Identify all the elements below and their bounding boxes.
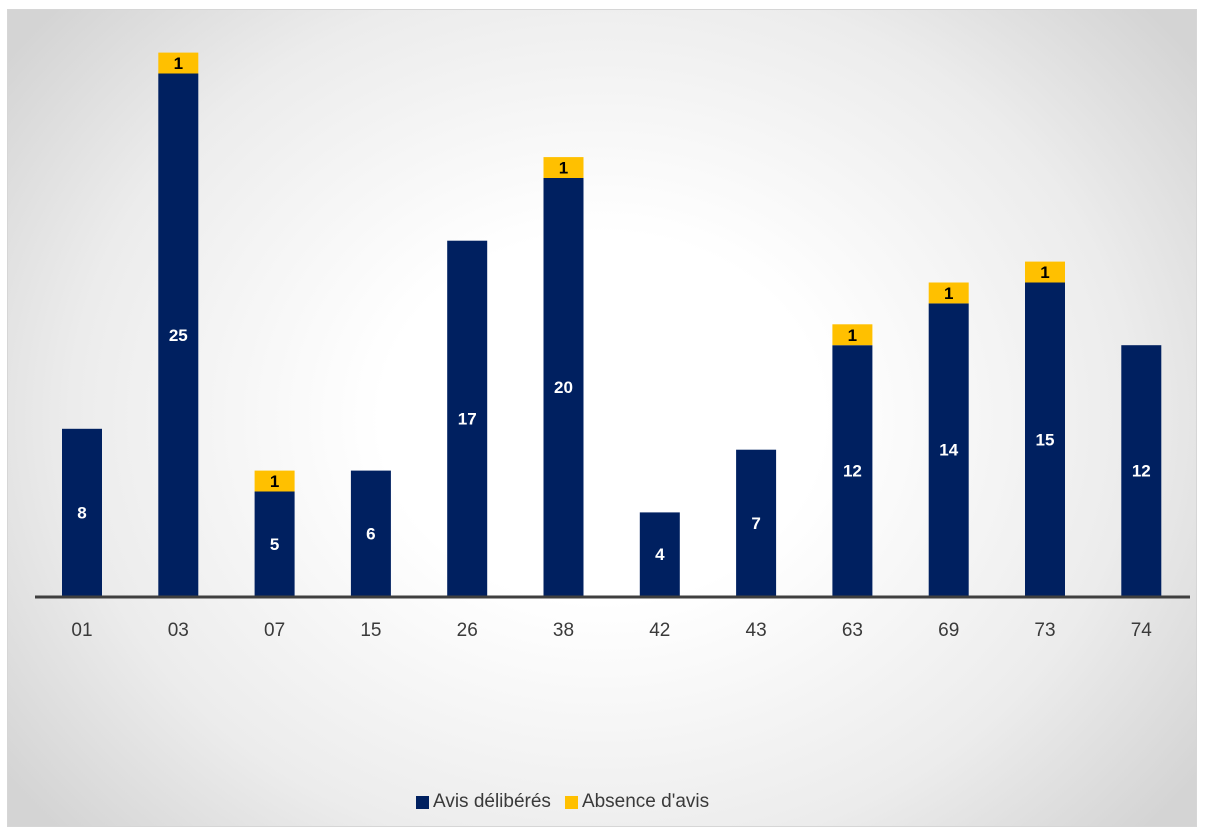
data-label-avis-deliberes-73: 15: [1036, 430, 1055, 449]
data-label-avis-deliberes-42: 4: [655, 545, 665, 564]
bar-absence-avis-69: [928, 282, 969, 304]
data-label-avis-deliberes-01: 8: [77, 503, 86, 522]
bar-avis-deliberes-15: [350, 470, 391, 596]
bar-avis-deliberes-07: [254, 491, 295, 596]
legend-label-absence-avis: Absence d'avis: [581, 791, 710, 812]
x-tick-label-26: 26: [457, 620, 478, 641]
data-label-absence-avis-63: 1: [848, 326, 857, 345]
legend-item-absence-avis: Absence d'avis: [564, 791, 710, 813]
x-tick-label-03: 03: [168, 620, 189, 641]
bar-avis-deliberes-73: [1025, 282, 1065, 596]
bar-avis-deliberes-38: [543, 178, 584, 596]
x-tick-labels: 01 03 07 15 26 38 42 43 63 69 73 74: [71, 620, 1152, 641]
legend-item-avis-deliberes: Avis délibérés: [416, 791, 551, 813]
x-tick-label-43: 43: [746, 620, 767, 641]
bar-avis-deliberes-03: [158, 73, 199, 596]
x-tick-label-42: 42: [649, 620, 670, 641]
x-tick-label-01: 01: [71, 620, 92, 641]
data-label-avis-deliberes-69: 14: [939, 441, 958, 460]
bar-absence-avis-07: [254, 470, 295, 492]
x-tick-label-15: 15: [360, 620, 381, 641]
data-label-absence-avis-38: 1: [559, 159, 568, 178]
data-label-avis-deliberes-07: 5: [270, 535, 279, 554]
chart-area: [7, 9, 1197, 827]
data-label-avis-deliberes-43: 7: [751, 514, 760, 533]
data-label-avis-deliberes-63: 12: [843, 462, 862, 481]
data-label-absence-avis-69: 1: [944, 284, 953, 303]
data-label-avis-deliberes-74: 12: [1132, 462, 1151, 481]
data-label-avis-deliberes-38: 20: [554, 378, 573, 397]
x-tick-label-69: 69: [938, 620, 959, 641]
x-tick-label-63: 63: [842, 620, 863, 641]
bar-avis-deliberes-42: [639, 512, 680, 596]
data-label-avis-deliberes-26: 17: [458, 409, 477, 428]
bar-avis-deliberes-01: [62, 428, 102, 596]
bar-avis-deliberes-63: [832, 345, 873, 596]
x-tick-label-07: 07: [264, 620, 285, 641]
bar-absence-avis-38: [543, 157, 584, 178]
bar-avis-deliberes-74: [1121, 345, 1162, 596]
data-label-avis-deliberes-15: 6: [366, 524, 375, 543]
data-label-avis-deliberes-03: 25: [169, 326, 188, 345]
data-label-absence-avis-07: 1: [270, 472, 279, 491]
bar-absence-avis-03: [158, 52, 199, 74]
bar-absence-avis-63: [832, 324, 873, 346]
x-tick-label-38: 38: [553, 620, 574, 641]
data-label-absence-avis-73: 1: [1040, 263, 1049, 282]
bar-avis-deliberes-43: [736, 449, 777, 596]
bar-avis-deliberes-26: [447, 240, 488, 596]
bar-absence-avis-73: [1025, 261, 1065, 283]
legend-swatch-absence-avis: [564, 795, 578, 809]
bar-avis-deliberes-69: [928, 303, 969, 596]
legend: Avis délibérés Absence d'avis: [406, 784, 826, 820]
x-tick-label-73: 73: [1034, 620, 1055, 641]
data-label-absence-avis-03: 1: [174, 54, 183, 73]
legend-swatch-avis-deliberes: [416, 795, 429, 809]
legend-label-avis-deliberes: Avis délibérés: [433, 791, 551, 812]
x-tick-label-74: 74: [1131, 620, 1153, 641]
